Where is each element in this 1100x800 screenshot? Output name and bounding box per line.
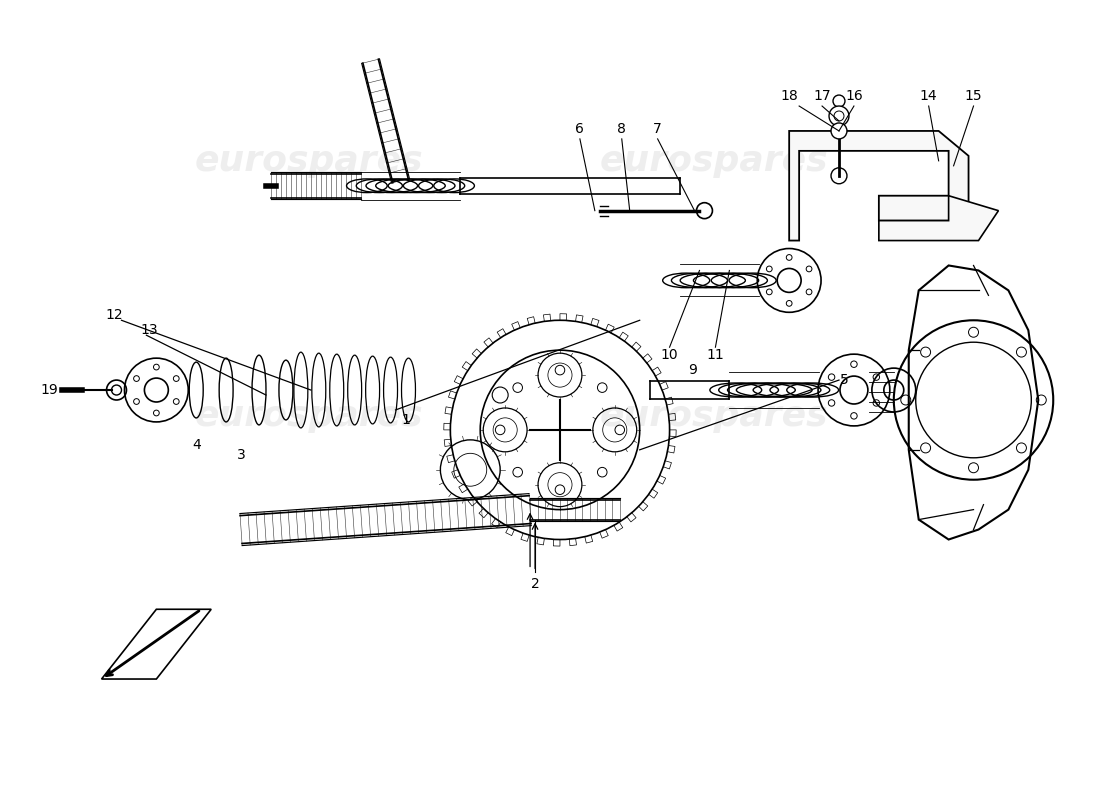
Polygon shape <box>789 131 968 241</box>
Text: 3: 3 <box>236 448 245 462</box>
Text: 8: 8 <box>617 122 626 136</box>
Text: 17: 17 <box>813 89 830 103</box>
Polygon shape <box>909 266 1038 539</box>
Text: 7: 7 <box>653 122 662 136</box>
Text: 5: 5 <box>839 373 848 387</box>
Text: 9: 9 <box>689 363 697 377</box>
Text: eurospares: eurospares <box>601 144 828 178</box>
Text: 18: 18 <box>780 89 798 103</box>
Text: 14: 14 <box>920 89 937 103</box>
Text: eurospares: eurospares <box>195 399 424 433</box>
Text: eurospares: eurospares <box>601 399 828 433</box>
Text: 12: 12 <box>106 308 123 322</box>
Text: 13: 13 <box>141 323 158 338</box>
Polygon shape <box>879 196 999 241</box>
Circle shape <box>829 106 849 126</box>
Text: 15: 15 <box>965 89 982 103</box>
Text: 6: 6 <box>575 122 584 136</box>
Text: 10: 10 <box>661 348 679 362</box>
Text: 16: 16 <box>845 89 862 103</box>
Text: 4: 4 <box>191 438 200 452</box>
Polygon shape <box>101 610 211 679</box>
Text: 2: 2 <box>530 578 539 591</box>
Text: 11: 11 <box>706 348 724 362</box>
Circle shape <box>830 123 847 139</box>
Text: eurospares: eurospares <box>195 144 424 178</box>
Text: 1: 1 <box>402 413 410 427</box>
Circle shape <box>833 95 845 107</box>
Text: 19: 19 <box>41 383 58 397</box>
Circle shape <box>834 111 844 121</box>
